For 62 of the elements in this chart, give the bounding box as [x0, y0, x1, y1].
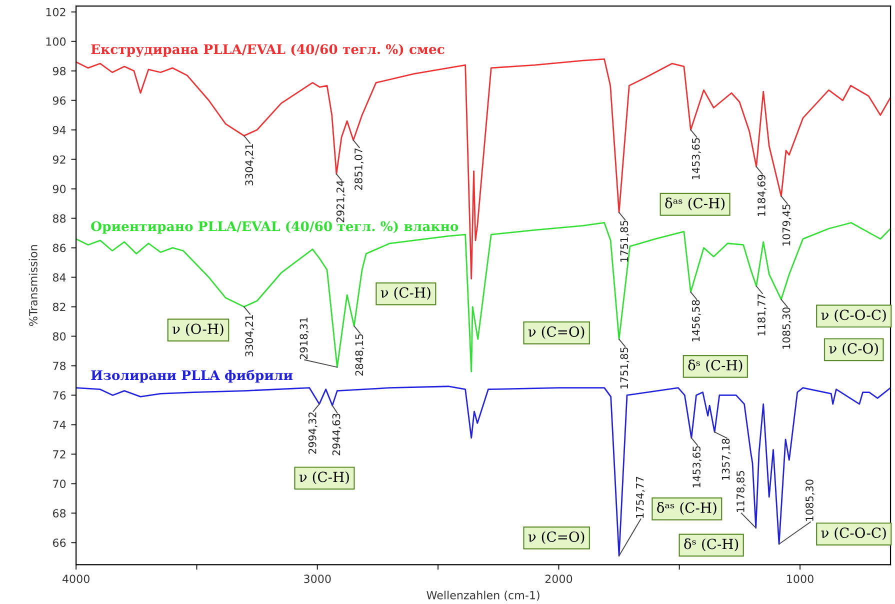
y-tick-label: 72 [53, 450, 66, 458]
annotation: 1751,85 [620, 347, 630, 388]
y-tick-label: 96 [52, 96, 66, 105]
annotation: 2944,63 [332, 414, 342, 456]
y-tick-label: 102 [46, 8, 66, 16]
annotation: 1453,65 [692, 446, 702, 488]
annotation: 2994,32 [308, 412, 318, 454]
y-tick-label: 84 [52, 273, 66, 282]
series-label: Екструдирана PLLA/EVAL (40/60 тегл. %) смес [91, 44, 444, 57]
annotation: 2851,07 [354, 148, 364, 190]
annotation: ν (C-O-C) [821, 309, 886, 322]
annotation: 1181,77 [758, 294, 766, 336]
annotation: ν (C=O) [528, 326, 584, 339]
series-label: Ориентирано PLLA/EVAL (40/60 тегл. %) влакно [91, 221, 458, 234]
y-tick-label: 98 [52, 66, 66, 76]
y-tick-label: 78 [53, 362, 66, 370]
y-tick-label: 88 [52, 214, 66, 223]
annotation: 1178,85 [736, 470, 746, 512]
annotation: δᵃˢ (C-H) [665, 198, 724, 210]
annotation: ν (C-O) [829, 342, 878, 356]
line-series [76, 58, 891, 280]
y-tick-label: 66 [52, 538, 66, 548]
annotation: 1184,69 [758, 174, 766, 216]
annotation: 3304,21 [245, 315, 254, 356]
y-tick-label: 92 [52, 155, 66, 164]
annotation: 3304,21 [245, 144, 254, 186]
series-label: Изолирани PLLA фибрили [91, 370, 293, 383]
x-tick-label: 2000 [545, 574, 572, 584]
annotation: ν (C-H) [299, 471, 349, 484]
x-tick-label: 3000 [304, 574, 331, 584]
y-tick-label: 90 [52, 184, 66, 194]
annotation: 1456,58 [692, 300, 701, 342]
y-axis-title: %Transmission [28, 245, 38, 326]
x-axis-title: Wellenzahlen (cm-1) [426, 590, 540, 601]
y-tick-label: 80 [52, 332, 66, 341]
y-tick-label: 82 [52, 302, 66, 312]
annotation: 1357,18 [722, 438, 731, 480]
annotation: ν (C-O-C) [821, 527, 886, 540]
annotation: ν (C=O) [528, 531, 584, 544]
annotation: δᵃˢ (C-H) [657, 502, 716, 515]
x-tick-label: 1000 [787, 574, 814, 584]
annotation: 2918,31 [300, 318, 309, 360]
annotation: 1085,30 [806, 480, 814, 521]
annotation: ν (C-H) [380, 287, 430, 300]
y-tick-label: 68 [52, 509, 66, 518]
annotation: 2848,15 [355, 334, 364, 376]
y-tick-label: 76 [53, 391, 66, 400]
annotation: 1079,45 [782, 204, 792, 246]
annotation: ν (O-H) [172, 323, 224, 336]
y-tick-label: 70 [53, 480, 66, 488]
annotation: 1751,85 [620, 220, 630, 262]
y-tick-label: 94 [52, 126, 66, 134]
annotation: δˢ (C-H) [688, 360, 742, 372]
y-tick-label: 86 [52, 244, 66, 252]
annotation: 1085,30 [782, 307, 792, 349]
x-tick-label: 4000 [62, 574, 90, 584]
annotation: δˢ (C-H) [684, 538, 738, 552]
annotation: 1754,77 [636, 476, 645, 518]
y-tick-label: 74 [53, 420, 66, 429]
y-tick-label: 100 [46, 37, 66, 46]
annotation: 1453,65 [692, 138, 701, 180]
annotation: 2921,24 [336, 180, 346, 222]
